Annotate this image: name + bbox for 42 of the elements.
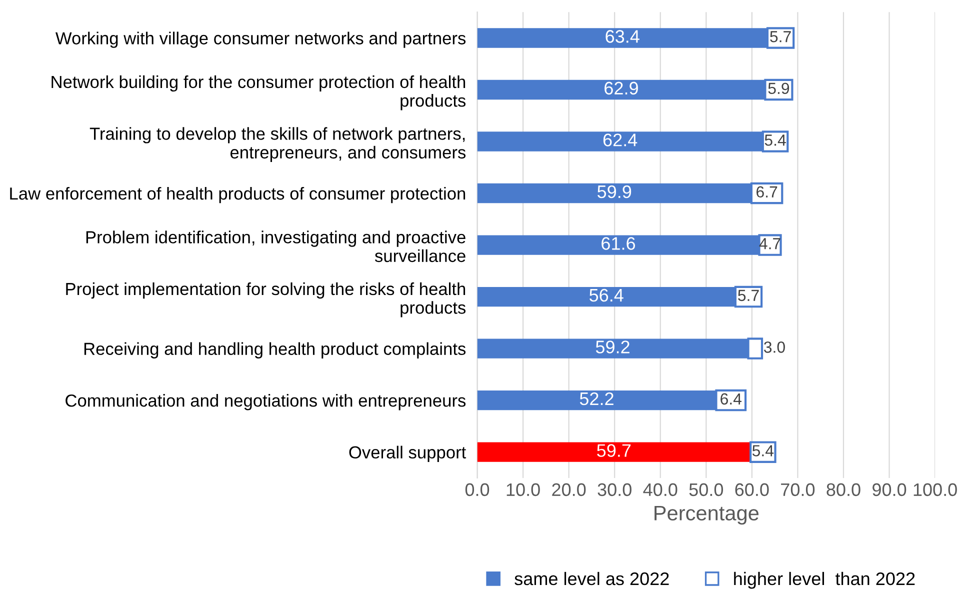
legend-label: higher level than 2022 xyxy=(734,572,915,589)
bar xyxy=(750,441,776,463)
x-tick-label: 80.0 xyxy=(826,483,860,496)
y-tick-label: Communication and negotiations with entrepreneurs xyxy=(66,394,466,410)
x-tick-label: 40.0 xyxy=(643,483,678,496)
data-label: 5.4 xyxy=(764,134,786,146)
data-label: 59.9 xyxy=(598,185,632,198)
x-axis-title: Percentage xyxy=(654,506,759,525)
data-label: 5.7 xyxy=(738,290,759,302)
data-label: 62.9 xyxy=(604,82,638,95)
x-tick-label: 100.0 xyxy=(914,483,957,496)
data-label: 6.7 xyxy=(756,186,778,198)
data-label: 61.6 xyxy=(602,237,636,250)
data-label: 3.0 xyxy=(764,342,785,353)
x-tick-label: 30.0 xyxy=(598,483,632,496)
y-tick-label: Working with village consumer networks and partners xyxy=(56,32,466,48)
bar xyxy=(477,442,751,462)
x-tick-label: 10.0 xyxy=(506,483,540,496)
data-label: 5.7 xyxy=(770,31,791,42)
data-label: 59.2 xyxy=(596,340,630,354)
x-tick-label: 60.0 xyxy=(735,483,769,496)
y-tick-label: Network building for the consumer protection of health products xyxy=(52,75,466,110)
x-tick-label: 20.0 xyxy=(552,483,586,496)
data-label: 59.7 xyxy=(597,444,631,457)
data-label: 52.2 xyxy=(580,392,614,406)
y-tick-label: Law enforcement of health products of consumer protection xyxy=(10,186,466,204)
y-tick-label: Training to develop the skills of network partners, entrepreneurs, and consumers xyxy=(90,127,466,162)
data-label: 5.9 xyxy=(768,82,790,94)
legend-label: same level as 2022 xyxy=(514,572,669,586)
x-tick-label: 0.0 xyxy=(465,483,490,496)
data-label: 5.4 xyxy=(752,445,774,456)
y-tick-label: Overall support xyxy=(349,446,466,462)
data-label: 62.4 xyxy=(603,134,638,146)
y-tick-label: Problem identification, investigating and proactive surveillance xyxy=(86,230,466,262)
data-label: 56.4 xyxy=(590,288,624,302)
y-tick-label: Project implementation for solving the risks of health products xyxy=(66,282,466,318)
x-tick-label: 70.0 xyxy=(781,483,815,496)
y-tick-label: Receiving and handling health product complaints xyxy=(84,342,466,358)
x-tick-label: 50.0 xyxy=(689,483,724,496)
x-tick-label: 90.0 xyxy=(872,483,906,496)
data-label: 6.4 xyxy=(720,393,742,405)
data-label: 63.4 xyxy=(606,30,640,43)
